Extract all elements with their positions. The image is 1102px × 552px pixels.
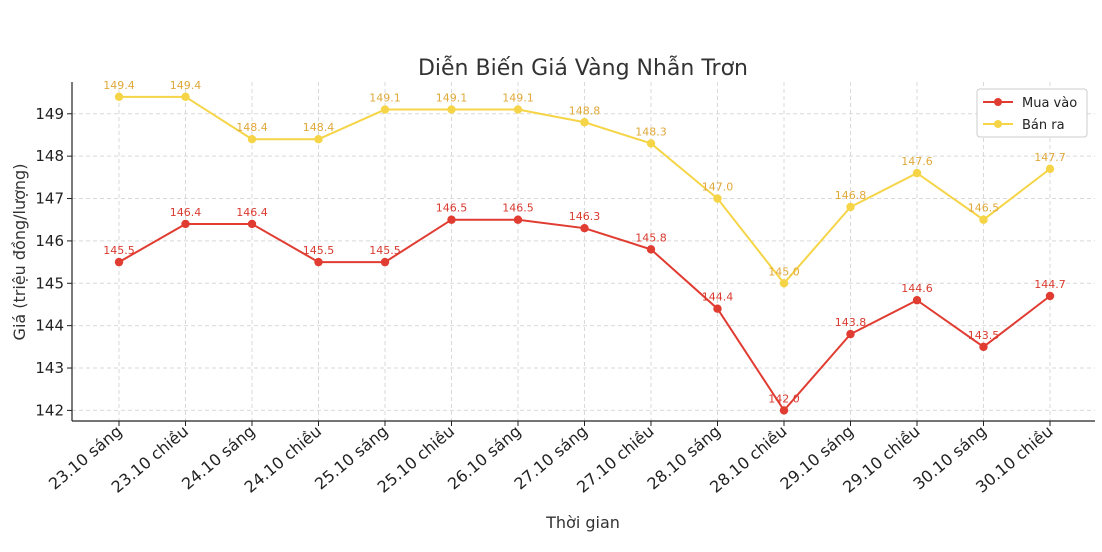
data-point [513,105,523,114]
data-label: 149.1 [436,92,468,105]
data-point [580,118,589,127]
y-tick-label: 144 [35,317,64,335]
data-point [846,329,855,339]
data-point [1045,291,1055,301]
y-tick-label: 143 [35,359,64,377]
data-point [380,105,390,114]
data-label: 146.5 [436,202,468,215]
data-label: 143.8 [835,316,867,329]
data-point [314,135,323,144]
data-label: 147.0 [702,181,734,194]
data-point [447,215,456,224]
data-point [979,215,988,224]
data-label: 144.4 [702,291,734,304]
data-point [979,342,988,352]
data-label: 146.5 [968,202,1000,215]
series [114,92,1055,415]
data-label: 148.4 [303,121,335,134]
data-point [580,223,589,233]
data-label: 145.5 [303,244,335,257]
data-label: 148.4 [236,121,268,134]
data-label: 146.8 [835,189,867,202]
data-label: 147.7 [1034,151,1066,164]
legend: Mua vào Bán ra [976,88,1088,138]
data-point [1045,164,1055,174]
data-label: 142.0 [768,392,800,405]
data-labels: 145.5 146.4 146.4 145.5 145.5 146.5 146.5 146.3… [103,79,1066,406]
data-label: 149.1 [369,92,401,105]
y-tick-label: 146 [35,232,64,250]
data-point [646,139,656,148]
data-point [247,219,257,229]
data-point [779,279,789,288]
data-point [247,135,257,144]
data-point [447,105,456,114]
data-point [181,219,190,229]
data-label: 149.4 [170,79,202,92]
data-point [513,215,523,224]
data-point [646,245,656,254]
data-label: 149.1 [502,92,534,105]
data-point [912,168,922,178]
data-point [314,257,323,267]
data-point [779,406,789,415]
data-label: 149.4 [103,79,135,92]
data-label: 146.4 [170,206,202,219]
data-label: 148.8 [569,104,601,117]
grid-lines [72,82,1095,421]
data-label: 144.6 [901,282,933,295]
data-label: 146.3 [569,210,601,223]
legend-label-mua-vao: Mua vào [1022,96,1077,111]
data-point [114,92,124,102]
x-axis-title: Thời gian [545,513,620,532]
data-label: 145.5 [369,244,401,257]
y-tick-label: 142 [35,401,64,419]
legend-marker-ban-ra [994,120,1002,128]
y-tick-label: 148 [35,147,64,165]
data-point [114,257,124,267]
data-point [713,194,722,203]
data-label: 147.6 [901,155,933,168]
data-point [380,257,390,267]
data-label: 145.8 [635,231,667,244]
data-point [713,304,722,313]
data-label: 146.5 [502,202,534,215]
data-label: 145.0 [768,265,800,278]
data-point [846,202,855,212]
data-point [181,92,190,102]
legend-label-ban-ra: Bán ra [1022,118,1065,133]
data-label: 143.5 [968,329,1000,342]
y-tick-label: 147 [35,190,64,208]
y-axis-title: Giá (triệu đồng/lượng) [10,164,29,341]
chart-title: Diễn Biến Giá Vàng Nhẫn Trơn [418,55,748,81]
axes [71,82,1095,422]
y-tick-label: 145 [35,274,64,292]
legend-marker-mua-vao [994,98,1002,106]
data-label: 145.5 [103,244,135,257]
data-label: 148.3 [635,125,667,138]
y-tick-labels: 142 143 144 145 146 147 148 149 [35,105,72,419]
data-label: 144.7 [1034,278,1066,291]
y-tick-label: 149 [35,105,64,123]
data-label: 146.4 [236,206,268,219]
data-point [912,296,922,305]
